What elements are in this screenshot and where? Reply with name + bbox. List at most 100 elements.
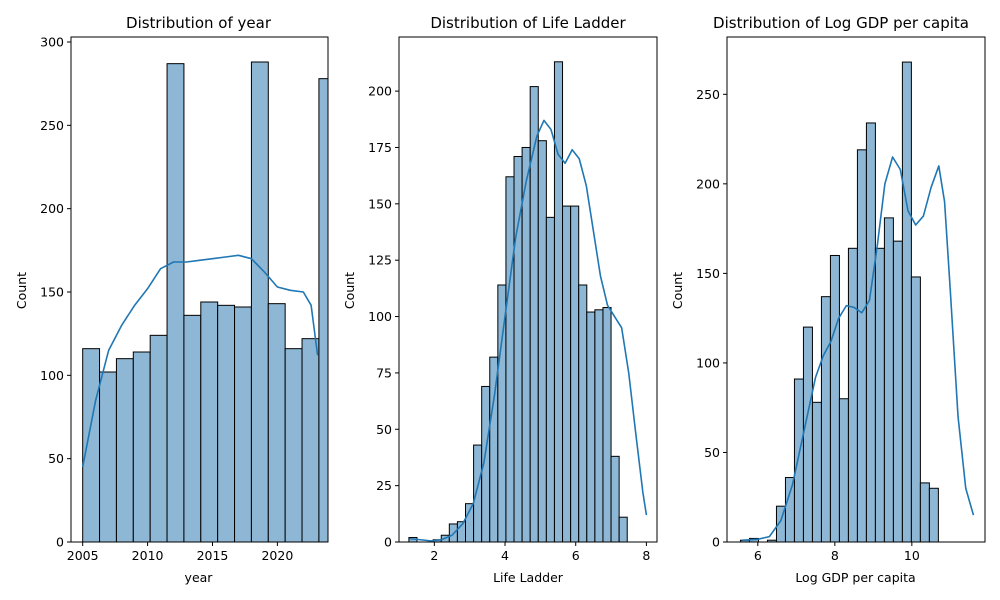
histogram-bar — [115, 358, 134, 542]
histogram-bar — [217, 304, 236, 542]
y-tick-label: 100 — [368, 309, 392, 324]
x-tick-label: 8 — [831, 548, 839, 563]
y-tick-label: 200 — [368, 84, 392, 99]
plot-frame — [70, 36, 329, 543]
kde-line — [742, 156, 975, 542]
x-tick-label: 2010 — [132, 548, 164, 563]
y-tick-label: 150 — [40, 285, 64, 300]
y-tick-label: 50 — [376, 422, 392, 437]
histogram-bar — [856, 149, 867, 542]
chart-title: Distribution of Life Ladder — [430, 14, 626, 32]
y-tick-label: 100 — [40, 368, 64, 383]
x-axis-label: year — [185, 570, 214, 585]
histogram-bar — [883, 217, 894, 542]
x-tick-label: 6 — [572, 548, 580, 563]
y-axis-label: Count — [342, 272, 357, 309]
x-tick-label: 6 — [754, 548, 762, 563]
histogram-bar — [132, 351, 151, 542]
histogram-bar — [928, 487, 939, 542]
x-axis-label: Log GDP per capita — [795, 570, 915, 585]
x-tick-label: 2020 — [261, 548, 293, 563]
histogram-bar — [874, 247, 885, 542]
y-tick-label: 200 — [696, 176, 720, 191]
histogram-bar — [166, 63, 185, 542]
y-axis-label: Count — [670, 272, 685, 309]
histogram-bar — [847, 247, 858, 542]
histogram-bar — [618, 516, 628, 542]
histogram-bar — [586, 311, 596, 542]
y-tick-label: 0 — [712, 535, 720, 550]
y-tick-label: 50 — [48, 451, 64, 466]
y-tick-label: 150 — [368, 196, 392, 211]
kde-line — [409, 119, 648, 542]
histogram-bar — [234, 306, 252, 542]
histogram-bar — [610, 455, 620, 542]
y-tick-label: 50 — [704, 445, 720, 460]
chart-title: Distribution of Log GDP per capita — [713, 14, 969, 32]
histogram-bar — [529, 86, 539, 542]
histogram-bar — [149, 334, 168, 542]
plot-frame — [726, 36, 986, 543]
histogram-bar — [473, 444, 483, 542]
histogram-bar — [99, 371, 117, 542]
histogram-bar — [505, 176, 515, 542]
histogram-bar — [521, 146, 531, 542]
y-tick-label: 150 — [696, 266, 720, 281]
histogram-bar — [183, 314, 202, 542]
histogram-bar — [820, 296, 831, 542]
subplot-life-ladder: Distribution of Life Ladder Life Ladder … — [342, 14, 658, 585]
histogram-bar — [784, 477, 795, 542]
histogram-bar — [602, 307, 612, 542]
histogram-bar — [919, 482, 930, 542]
x-tick-label: 10 — [904, 548, 920, 563]
histogram-bar — [901, 61, 912, 542]
chart-title: Distribution of year — [126, 14, 272, 32]
histogram-bar — [250, 61, 269, 542]
histogram-bar — [578, 284, 588, 542]
y-tick-label: 0 — [56, 535, 64, 550]
y-tick-label: 250 — [696, 87, 720, 102]
histogram-bar — [318, 78, 328, 542]
histogram-bar — [910, 276, 921, 542]
histogram-bar — [82, 348, 101, 542]
x-tick-label: 2005 — [67, 548, 99, 563]
y-tick-label: 25 — [376, 478, 392, 493]
x-tick-label: 8 — [642, 548, 650, 563]
histogram-bar — [829, 254, 840, 542]
histogram-bar — [545, 216, 555, 542]
histogram-bar — [562, 205, 572, 542]
histogram-bar — [513, 155, 523, 542]
histogram-bar — [267, 303, 286, 542]
histogram-bar — [200, 301, 219, 542]
histogram-bar — [553, 61, 564, 542]
histogram-bar — [865, 122, 876, 542]
y-tick-label: 125 — [368, 253, 392, 268]
y-axis-label: Count — [14, 272, 29, 309]
y-tick-label: 0 — [384, 535, 392, 550]
y-tick-label: 100 — [696, 355, 720, 370]
histogram-bar — [537, 140, 547, 542]
histogram-bar — [811, 401, 822, 542]
y-tick-label: 75 — [376, 365, 392, 380]
subplot-year: Distribution of year year Count 2005 2010… — [14, 14, 329, 585]
histogram-bar — [301, 338, 320, 542]
histogram-bar — [594, 309, 604, 542]
histogram-bar — [570, 205, 580, 542]
histogram-bar — [892, 240, 903, 542]
histogram-bar — [838, 398, 849, 542]
y-tick-label: 200 — [40, 201, 64, 216]
histogram-bar — [793, 378, 804, 542]
histogram-bar — [802, 326, 813, 542]
y-tick-label: 250 — [40, 118, 64, 133]
y-tick-label: 300 — [40, 35, 64, 50]
plot-frame — [398, 36, 658, 543]
subplot-log-gdp: Distribution of Log GDP per capita Log G… — [670, 14, 986, 585]
kde-line — [81, 254, 319, 468]
x-axis-label: Life Ladder — [493, 570, 564, 585]
histogram-bar — [284, 348, 303, 542]
x-tick-label: 2 — [430, 548, 438, 563]
y-tick-label: 175 — [368, 140, 392, 155]
x-tick-label: 2015 — [197, 548, 229, 563]
x-tick-label: 4 — [501, 548, 509, 563]
